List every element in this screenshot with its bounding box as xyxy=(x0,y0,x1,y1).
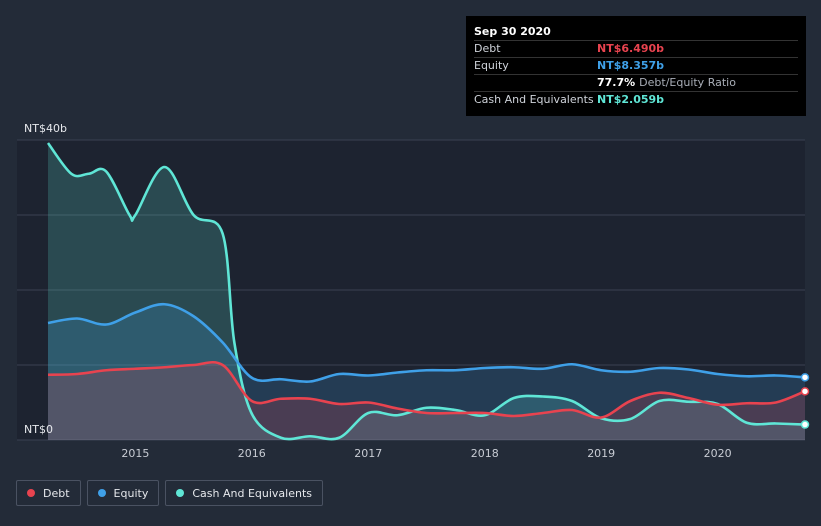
equity-line xyxy=(47,302,806,383)
equity-area xyxy=(48,304,805,440)
equity-dot-icon xyxy=(97,489,106,497)
equity-end-marker xyxy=(800,373,810,382)
tooltip-debt-label: Debt xyxy=(474,42,501,55)
tooltip-row-debt: Debt NT$6.490b xyxy=(474,40,798,57)
tooltip-cash-value: NT$2.059b xyxy=(597,93,665,106)
legend-item-equity[interactable]: Equity xyxy=(86,480,160,506)
legend-item-debt[interactable]: Debt xyxy=(16,480,81,506)
tooltip-cash-label: Cash And Equivalents xyxy=(474,93,594,106)
tooltip-ratio-label xyxy=(474,75,597,91)
series-lines xyxy=(46,142,806,441)
legend-item-cash[interactable]: Cash And Equivalents xyxy=(165,480,323,506)
x-tick-label: 2019 xyxy=(587,447,615,460)
tooltip-panel: Sep 30 2020 Debt NT$6.490b Equity NT$8.3… xyxy=(466,16,806,116)
cash-dot-icon xyxy=(176,489,185,497)
debt-line xyxy=(47,360,806,419)
y-axis-labels: NT$40b NT$0 xyxy=(24,122,67,436)
y-tick-label: NT$40b xyxy=(24,122,67,135)
debt-end-marker xyxy=(800,387,810,396)
x-tick-label: 2017 xyxy=(354,447,382,460)
x-tick-label: 2016 xyxy=(238,447,266,460)
tooltip-row-cash: Cash And Equivalents NT$2.059b xyxy=(474,91,798,108)
tooltip-row-equity: Equity NT$8.357b xyxy=(474,57,798,74)
x-axis-labels: 2015 2016 2017 2018 2019 2020 xyxy=(121,447,731,460)
cash-and-equivalents-end-marker xyxy=(800,420,810,429)
x-tick-label: 2018 xyxy=(471,447,499,460)
tooltip-debt-value: NT$6.490b xyxy=(597,42,665,55)
legend-cash-label: Cash And Equivalents xyxy=(192,486,312,500)
tooltip-ratio-value: 77.7% xyxy=(597,76,636,89)
series-end-markers xyxy=(800,373,810,429)
gridlines xyxy=(17,139,805,441)
legend-equity-label: Equity xyxy=(113,486,149,500)
chart-legend: Debt Equity Cash And Equivalents xyxy=(16,480,323,506)
tooltip-date: Sep 30 2020 xyxy=(474,25,551,38)
tooltip-row-ratio: 77.7% Debt/Equity Ratio xyxy=(474,74,798,91)
debt-dot-icon xyxy=(27,489,35,497)
legend-debt-label: Debt xyxy=(43,486,70,500)
y-tick-label: NT$0 xyxy=(24,423,53,436)
x-tick-label: 2015 xyxy=(121,447,149,460)
tooltip-equity-value: NT$8.357b xyxy=(597,59,665,72)
tooltip-ratio-caption: Debt/Equity Ratio xyxy=(639,76,736,89)
x-tick-label: 2020 xyxy=(704,447,732,460)
tooltip-equity-label: Equity xyxy=(474,59,509,72)
cash-and-equivalents-line xyxy=(46,142,806,441)
